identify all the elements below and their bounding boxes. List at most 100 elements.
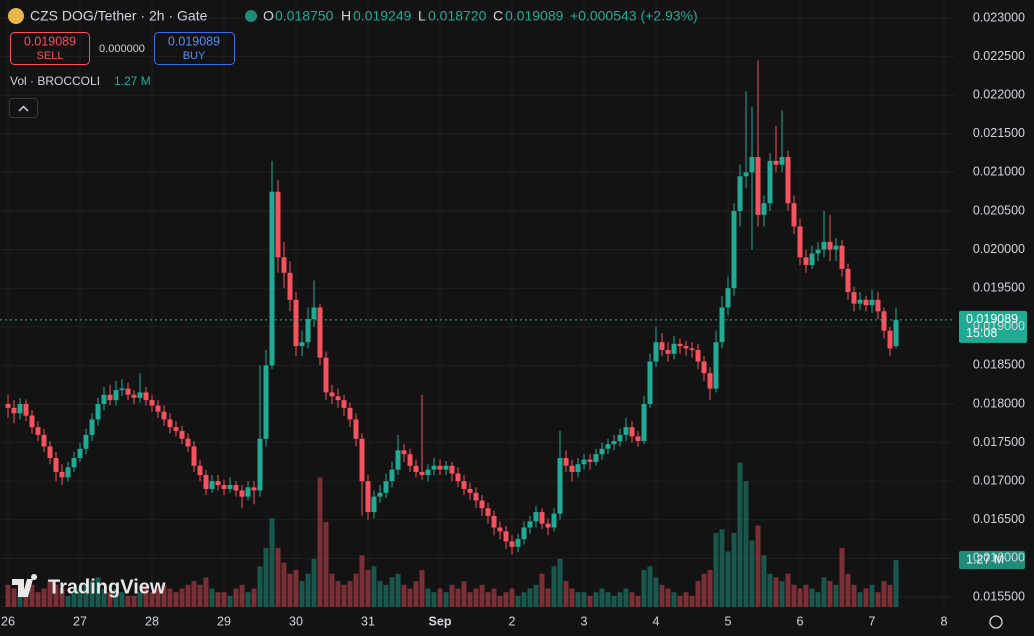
volume-bar bbox=[203, 577, 209, 607]
volume-bar bbox=[857, 592, 863, 607]
candle-body bbox=[95, 404, 101, 420]
candle-body bbox=[83, 434, 89, 449]
x-tick-label: 5 bbox=[725, 614, 732, 628]
chart-title: CZS DOG/Tether · 2h · Gate bbox=[30, 8, 208, 24]
candle-body bbox=[293, 299, 299, 347]
candle-body bbox=[149, 400, 155, 406]
candle-body bbox=[173, 427, 179, 432]
candle-body bbox=[77, 448, 83, 459]
volume-bar bbox=[191, 581, 197, 607]
buy-button[interactable] bbox=[154, 32, 235, 65]
candle-body bbox=[113, 390, 119, 401]
candle-body bbox=[263, 365, 269, 439]
y-tick-label: 0.017000 bbox=[973, 473, 1025, 487]
volume-bar bbox=[605, 592, 611, 607]
sell-price: 0.019089 bbox=[24, 34, 76, 48]
watermark-logo bbox=[12, 574, 38, 597]
volume-bar bbox=[587, 595, 593, 607]
candle-body bbox=[725, 288, 731, 308]
volume-legend-value: 1.27 M bbox=[114, 74, 151, 88]
volume-bar bbox=[197, 584, 203, 607]
candle-body bbox=[65, 467, 71, 478]
legend-h: H bbox=[341, 8, 351, 24]
legend-change: +0.000543 (+2.93%) bbox=[570, 8, 698, 24]
sell-button[interactable] bbox=[10, 32, 90, 65]
candle-body bbox=[515, 539, 521, 547]
candle-body bbox=[641, 404, 647, 442]
candle-body bbox=[665, 349, 671, 354]
candle-body bbox=[833, 245, 839, 250]
volume-bar bbox=[125, 595, 131, 607]
volume-bar bbox=[545, 588, 551, 607]
volume-bar bbox=[881, 581, 887, 607]
candle-body bbox=[107, 394, 113, 401]
candle-body bbox=[635, 436, 641, 442]
volume-bar bbox=[413, 581, 419, 607]
volume-bar bbox=[239, 584, 245, 607]
collapse-button[interactable] bbox=[9, 98, 38, 118]
x-tick-label: 28 bbox=[145, 614, 159, 628]
volume-bar bbox=[581, 592, 587, 607]
volume-bar bbox=[731, 533, 737, 607]
volume-bar bbox=[323, 521, 329, 607]
candle-body bbox=[125, 388, 131, 395]
candle-body bbox=[587, 459, 593, 462]
candle-body bbox=[839, 245, 845, 269]
volume-bar bbox=[131, 595, 137, 607]
candle-body bbox=[53, 458, 59, 472]
volume-bar bbox=[749, 540, 755, 607]
x-tick-label: 27 bbox=[73, 614, 87, 628]
volume-bar bbox=[797, 588, 803, 607]
volume-bar bbox=[281, 562, 287, 607]
volume-bar bbox=[119, 592, 125, 607]
volume-bar bbox=[155, 588, 161, 607]
spread: 0.000000 bbox=[99, 43, 145, 55]
volume-bar bbox=[101, 588, 107, 607]
volume-bar bbox=[845, 573, 851, 607]
volume-bar bbox=[233, 588, 239, 607]
candle-body bbox=[209, 481, 215, 489]
candle-body bbox=[647, 361, 653, 404]
volume-bar bbox=[377, 581, 383, 607]
candle-body bbox=[377, 492, 383, 497]
sell-label: SELL bbox=[37, 50, 64, 62]
candle-body bbox=[533, 512, 539, 522]
volume-bar bbox=[815, 592, 821, 607]
candle-body bbox=[389, 469, 395, 482]
candle-body bbox=[353, 419, 359, 439]
legend-l: L bbox=[418, 8, 426, 24]
candle-body bbox=[161, 411, 167, 420]
candle-body bbox=[545, 523, 551, 528]
settings-icon[interactable] bbox=[989, 615, 1003, 629]
candle-body bbox=[11, 407, 17, 414]
volume-bar bbox=[563, 581, 569, 607]
candle-body bbox=[827, 241, 833, 250]
volume-bar bbox=[833, 584, 839, 607]
legend-o: O bbox=[263, 8, 274, 24]
candle-body bbox=[845, 268, 851, 293]
candle-body bbox=[143, 392, 149, 401]
volume-bar bbox=[863, 588, 869, 607]
volume-bar bbox=[647, 566, 653, 607]
candle-body bbox=[521, 527, 527, 540]
candle-body bbox=[287, 272, 293, 300]
candle-body bbox=[713, 342, 719, 389]
candle-body bbox=[611, 441, 617, 445]
volume-bar bbox=[707, 570, 713, 607]
candle-body bbox=[671, 343, 677, 354]
candle-body bbox=[329, 392, 335, 397]
volume-bar bbox=[785, 573, 791, 607]
price-label: 0.019089 bbox=[966, 312, 1018, 326]
volume-bar bbox=[383, 584, 389, 607]
candle-body bbox=[443, 465, 449, 470]
candle-body bbox=[215, 481, 221, 486]
volume-bar bbox=[443, 592, 449, 607]
y-tick-label: 0.018500 bbox=[973, 358, 1025, 372]
y-tick-label: 0.017500 bbox=[973, 435, 1025, 449]
candle-body bbox=[575, 464, 581, 472]
volume-bar bbox=[389, 577, 395, 607]
volume-bar bbox=[431, 592, 437, 607]
candle-body bbox=[461, 481, 467, 489]
candle-body bbox=[683, 346, 689, 349]
volume-bar bbox=[701, 573, 707, 607]
